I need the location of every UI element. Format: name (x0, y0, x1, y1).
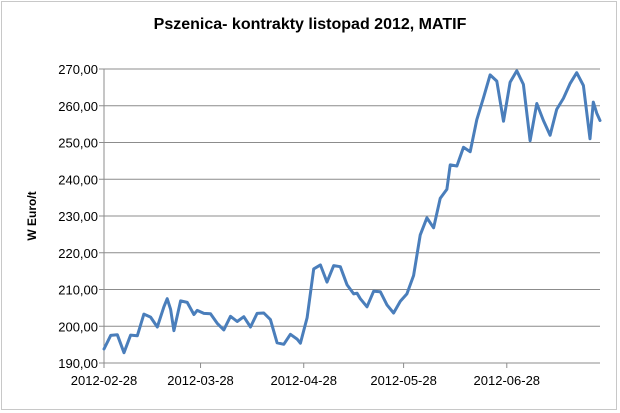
y-tick-label: 260,00 (58, 99, 98, 114)
gridlines (99, 68, 600, 364)
x-tick-label: 2012-03-28 (167, 373, 234, 388)
y-tick-label: 190,00 (58, 356, 98, 371)
x-tick-label: 2012-02-28 (71, 373, 138, 388)
series-line (102, 69, 602, 355)
y-tick-label: 200,00 (58, 319, 98, 334)
x-tick-label: 2012-05-28 (370, 373, 437, 388)
x-tick-label: 2012-04-28 (270, 373, 337, 388)
x-tick-labels: 2012-02-28 2012-03-28 2012-04-28 2012-05-28… (71, 373, 540, 388)
y-tick-label: 220,00 (58, 246, 98, 261)
x-tick-label: 2012-06-28 (474, 373, 541, 388)
y-axis-label: W Euro/t (25, 191, 39, 240)
y-tick-label: 270,00 (58, 62, 98, 77)
axes (103, 69, 600, 368)
y-tick-labels: 190,00 200,00 210,00 220,00 230,00 240,00 250,… (58, 62, 98, 371)
y-tick-label: 230,00 (58, 209, 98, 224)
series-group (102, 69, 602, 355)
y-tick-label: 250,00 (58, 136, 98, 151)
y-tick-label: 210,00 (58, 283, 98, 298)
chart-title: Pszenica- kontrakty listopad 2012, MATIF (153, 16, 467, 33)
y-tick-label: 240,00 (58, 172, 98, 187)
